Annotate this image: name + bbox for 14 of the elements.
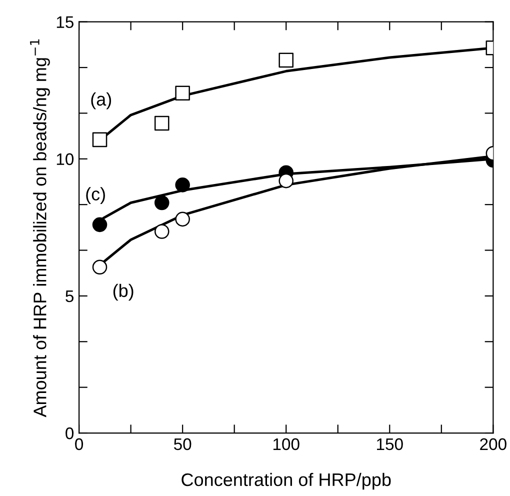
x-tick-label: 150	[377, 438, 403, 450]
y-tick-label: 0	[66, 427, 74, 440]
y-axis-title: Amount of HRP immobilized on beads/ng mg$^{−1}$	[30, 39, 50, 418]
x-tick-label: 100	[273, 438, 300, 450]
series-label: (b)	[113, 284, 134, 301]
x-tick-label: 50	[174, 438, 192, 450]
y-tick-label: 15	[56, 16, 74, 28]
series-label: (c)	[86, 187, 105, 204]
series-label: (a)	[91, 92, 112, 110]
y-tick-label: 10	[56, 153, 74, 166]
x-tick-label: 0	[75, 438, 84, 450]
y-tick-label: 5	[66, 290, 74, 302]
x-axis-title: Concentration of HRP/ppb	[182, 472, 391, 490]
x-tick-label: 200	[480, 438, 506, 450]
